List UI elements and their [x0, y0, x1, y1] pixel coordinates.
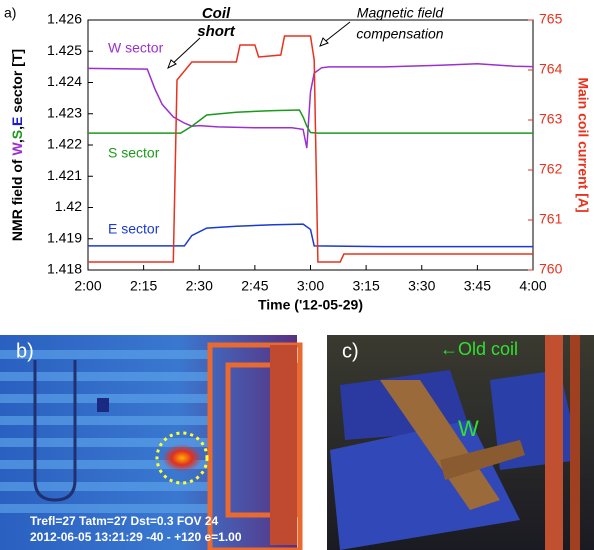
y-tick-label: 1.426 — [47, 11, 82, 27]
photo-annotation: ←Old coil — [440, 339, 518, 359]
y-tick-label: 1.418 — [47, 261, 82, 277]
x-tick-label: 2:00 — [74, 278, 101, 294]
x-axis-title: Time ('12-05-29) — [258, 297, 363, 313]
series-line — [88, 223, 533, 248]
y2-tick-label: 763 — [539, 111, 563, 127]
y2-tick-label: 765 — [539, 11, 563, 27]
y-axis-title: NMR field of W,S,E sector [T] — [9, 49, 25, 241]
y-tick-label: 1.423 — [47, 104, 82, 120]
y-axis-title-part: sector [T] — [9, 49, 25, 117]
camera-info: 2012-06-05 13:21:29 -40 - +120 e=1.00 — [30, 530, 242, 544]
series-line — [87, 62, 534, 149]
panel-label: b) — [16, 340, 34, 362]
series-label: W sector — [108, 40, 164, 56]
series-label: S sector — [108, 145, 160, 161]
annotation: Coil — [202, 5, 231, 22]
panel-label: c) — [342, 340, 359, 362]
x-tick-label: 3:15 — [353, 278, 380, 294]
y-axis-title-part: , — [9, 139, 25, 143]
x-tick-label: 2:30 — [186, 278, 213, 294]
camera-info: Trefl=27 Tatm=27 Dst=0.3 FOV 24 — [30, 514, 219, 528]
x-tick-label: 2:15 — [130, 278, 157, 294]
chart-a: 2:00 2:15 2:30 2:45 3:00 3:15 3:30 3:45 4:00 1.41… — [4, 5, 591, 313]
arrow — [321, 21, 351, 45]
annotation: Magnetic field — [357, 5, 445, 21]
y2-tick-label: 762 — [539, 161, 563, 177]
arrow — [169, 37, 201, 67]
y-tick-label: 1.424 — [47, 73, 82, 89]
y-axis-title-part: NMR field of — [9, 156, 25, 242]
y-tick-label: 1.42 — [55, 198, 82, 214]
y2-tick-label: 764 — [539, 61, 563, 77]
arrow-head — [167, 59, 177, 70]
y2-tick-label: 761 — [539, 211, 563, 227]
x-tick-label: 3:30 — [408, 278, 435, 294]
thermal-photo — [0, 335, 303, 550]
y-tick-label: 1.425 — [47, 42, 82, 58]
panel-label: a) — [4, 5, 16, 21]
x-tick-label: 2:45 — [241, 278, 268, 294]
x-tick-label: 3:45 — [464, 278, 491, 294]
y-tick-label: 1.419 — [47, 229, 82, 245]
y-axis-title-part: E — [9, 117, 25, 126]
x-tick-label: 3:00 — [297, 278, 324, 294]
y-tick-label: 1.421 — [47, 167, 82, 183]
y-axis-title-part: , — [9, 126, 25, 130]
y-axis-title-part: S — [9, 130, 25, 139]
y2-tick-label: 760 — [539, 261, 563, 277]
series-line — [88, 35, 533, 263]
series-label: E sector — [108, 221, 160, 237]
y-axis-title-part: W — [9, 142, 25, 156]
arrow-head — [319, 37, 329, 47]
hall-photo — [327, 335, 594, 550]
series-line — [88, 109, 533, 134]
photo-annotation: W — [458, 416, 479, 441]
x-tick-label: 4:00 — [519, 278, 546, 294]
y-tick-label: 1.422 — [47, 136, 82, 152]
y2-axis-title: Main coil current [A] — [575, 77, 591, 212]
annotation: short — [197, 23, 236, 40]
annotation: compensation — [356, 26, 443, 42]
